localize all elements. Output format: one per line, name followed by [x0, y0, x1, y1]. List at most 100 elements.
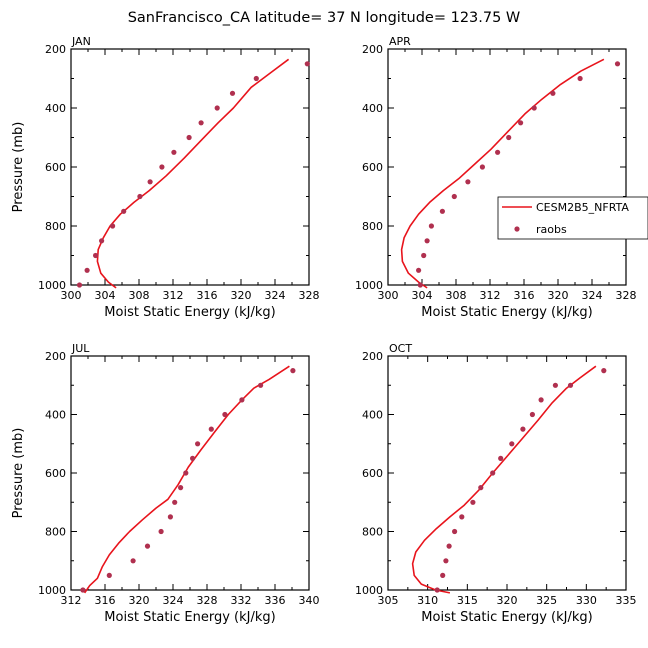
y-tick-label: 800 [362, 220, 383, 233]
data-point-raobs [538, 397, 544, 403]
data-point-raobs [198, 120, 204, 126]
data-point-raobs [509, 441, 515, 447]
data-point-raobs [601, 368, 607, 374]
y-tick-label: 400 [362, 409, 383, 422]
plot-frame [70, 48, 310, 286]
x-tick-label: 320 [497, 594, 518, 607]
x-tick-label: 320 [129, 594, 150, 607]
data-point-raobs [520, 426, 526, 432]
data-point-raobs [290, 368, 296, 374]
data-point-raobs [190, 455, 196, 461]
data-point-raobs [421, 252, 427, 259]
data-point-raobs [452, 528, 458, 535]
series-line-model [411, 365, 597, 594]
data-point-raobs [172, 499, 178, 505]
y-tick-label: 400 [45, 409, 66, 422]
data-point-raobs [178, 485, 184, 491]
y-tick-label: 200 [45, 350, 66, 363]
x-tick-label: 304 [412, 289, 433, 302]
data-point-raobs [531, 105, 537, 111]
y-tick-label: 1000 [38, 584, 66, 597]
y-tick-label: 200 [362, 350, 383, 363]
data-point-raobs [470, 499, 476, 505]
x-axis-label: Moist Static Energy (kJ/kg) [421, 305, 592, 320]
data-point-raobs [121, 208, 127, 214]
panel-title: JAN [71, 35, 91, 48]
x-tick-label: 300 [61, 289, 82, 302]
x-tick-label: 316 [514, 289, 535, 302]
data-point-raobs [416, 267, 422, 273]
data-point-raobs [451, 193, 457, 200]
data-point-raobs [214, 105, 220, 111]
y-tick-label: 400 [362, 102, 383, 115]
plot-frame [387, 355, 627, 591]
data-point-raobs [479, 164, 485, 170]
chart-panel-jan: 300 304 308 312 316 320 324 328 200 400 600 800 1000… [11, 35, 320, 320]
data-point-raobs [490, 470, 496, 476]
x-tick-label: 328 [197, 594, 218, 607]
data-point-raobs [208, 426, 214, 432]
data-point-raobs [258, 382, 264, 388]
x-axis-label: Moist Static Energy (kJ/kg) [104, 610, 275, 625]
y-tick-label: 1000 [355, 279, 383, 292]
data-point-raobs [93, 252, 99, 259]
panel-title: APR [389, 35, 411, 48]
data-point-raobs [439, 208, 445, 214]
data-point-raobs [186, 134, 192, 141]
data-point-raobs [159, 164, 165, 170]
data-point-raobs [229, 90, 236, 96]
y-tick-label: 600 [45, 161, 66, 174]
data-point-raobs [253, 75, 259, 82]
x-tick-label: 312 [480, 289, 501, 302]
y-tick-label: 200 [45, 43, 66, 56]
data-point-raobs [577, 75, 583, 82]
data-point-raobs [529, 411, 536, 418]
data-point-raobs [171, 149, 177, 155]
y-tick-label: 600 [362, 467, 383, 480]
panel-title: JUL [71, 342, 90, 355]
legend-label-obs: raobs [536, 223, 567, 236]
x-axis-label: Moist Static Energy (kJ/kg) [104, 305, 275, 320]
y-tick-label: 400 [45, 102, 66, 115]
data-point-raobs [167, 514, 173, 520]
y-tick-label: 600 [45, 467, 66, 480]
x-tick-label: 308 [446, 289, 467, 302]
x-tick-label: 324 [582, 289, 603, 302]
y-tick-label: 200 [362, 43, 383, 56]
data-point-raobs [550, 90, 556, 96]
x-tick-label: 328 [616, 289, 637, 302]
data-point-raobs [137, 193, 143, 200]
data-point-raobs [110, 223, 116, 229]
y-tick-label: 800 [45, 526, 66, 539]
data-point-raobs [183, 470, 189, 476]
data-point-raobs [222, 411, 228, 418]
y-tick-label: 1000 [355, 584, 383, 597]
chart-panel-apr: 300 304 308 312 316 320 324 328 200 400 600 800 1000… [355, 35, 637, 320]
legend-marker-swatch [514, 226, 520, 232]
data-point-raobs [76, 282, 83, 288]
y-tick-label: 800 [45, 220, 66, 233]
figure-title: SanFrancisco_CA latitude= 37 N longitude… [128, 10, 521, 26]
chart-panel-oct: 305 310 315 320 325 330 335 200 400 600 800 1000 OCT… [355, 342, 637, 625]
y-tick-label: 800 [362, 526, 383, 539]
x-tick-label: 305 [378, 594, 399, 607]
data-point-raobs [99, 238, 105, 244]
data-point-raobs [614, 61, 621, 67]
data-point-raobs [552, 382, 559, 388]
panel-title: OCT [389, 342, 412, 355]
x-tick-label: 320 [548, 289, 569, 302]
x-tick-label: 312 [61, 594, 82, 607]
x-tick-label: 332 [231, 594, 252, 607]
x-tick-label: 310 [417, 594, 438, 607]
x-tick-label: 304 [95, 289, 116, 302]
x-tick-label: 335 [616, 594, 637, 607]
x-tick-label: 315 [457, 594, 478, 607]
x-tick-label: 328 [299, 289, 320, 302]
x-tick-label: 312 [163, 289, 184, 302]
data-point-raobs [440, 572, 446, 579]
data-point-raobs [465, 179, 471, 185]
data-point-raobs [498, 455, 504, 461]
chart-panel-jul: 312 316 320 324 328 332 336 340 200 400 600 800 1000… [11, 342, 320, 625]
